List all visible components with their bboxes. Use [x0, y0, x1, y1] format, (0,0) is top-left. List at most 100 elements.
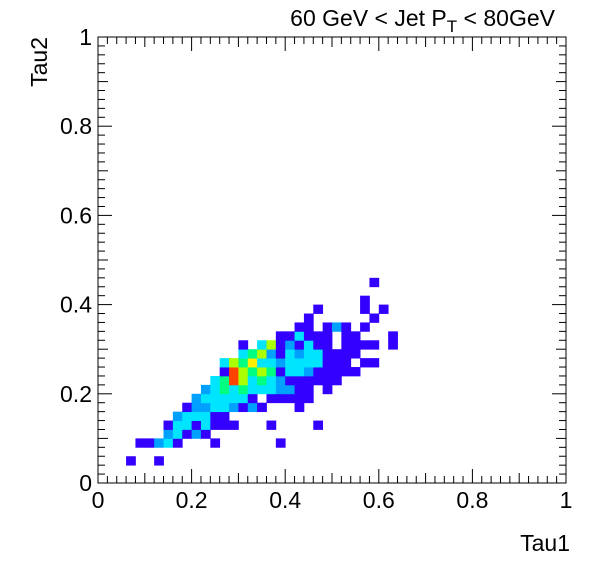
heatmap-cell	[210, 438, 221, 448]
heatmap-cell	[313, 331, 324, 341]
heatmap-cell	[266, 393, 277, 404]
heatmap-cell	[266, 375, 277, 386]
axis-tick-labels: 0 0.2 0.4 0.6 0.8 1 0 0.2 0.4 0.6 0.8 1	[60, 24, 572, 513]
heatmap-cell	[229, 420, 239, 430]
x-tick-label: 0.8	[456, 487, 488, 513]
x-tick-label: 0	[92, 487, 105, 513]
heatmap-cell	[200, 393, 211, 404]
heatmap-cell	[294, 349, 305, 359]
heatmap-cell	[247, 367, 258, 377]
heatmap-cell	[219, 420, 230, 430]
x-tick-label: 0.4	[269, 487, 301, 513]
heatmap-cell	[332, 358, 342, 368]
heatmap-cell	[313, 375, 324, 386]
heatmap-cell	[200, 384, 211, 395]
y-tick-label: 0	[79, 470, 92, 496]
heatmap-cell	[322, 331, 333, 341]
heatmap-cell	[275, 375, 286, 386]
y-tick-label: 0.4	[60, 292, 92, 318]
heatmap-cell	[229, 402, 239, 413]
heatmap-cell	[257, 402, 267, 413]
heatmap-cell	[275, 367, 286, 377]
heatmap-cell	[313, 304, 324, 314]
y-tick-label: 1	[79, 24, 92, 50]
heatmap-cell	[163, 429, 174, 439]
heatmap-cell	[210, 402, 221, 413]
heatmap-cell	[350, 349, 361, 359]
heatmap-cell	[303, 349, 314, 359]
heatmap-cell	[294, 402, 305, 413]
heatmap-cell	[275, 393, 286, 404]
heatmap-cell	[247, 402, 258, 413]
heatmap-cell	[369, 277, 380, 288]
heatmap-cell	[266, 340, 277, 350]
heatmap-cell	[154, 438, 164, 448]
heatmap-cell	[257, 367, 267, 377]
x-axis-title: Tau1	[520, 530, 570, 556]
heatmap-cell	[294, 340, 305, 350]
heatmap-cell	[360, 340, 370, 350]
heatmap-cell	[229, 367, 239, 377]
heatmap-cell	[341, 358, 352, 368]
heatmap-cell	[200, 429, 211, 439]
heatmap-cell	[360, 295, 370, 305]
heatmap-cell	[182, 411, 192, 421]
x-tick-label: 0.2	[176, 487, 208, 513]
heatmap-cell	[350, 367, 361, 377]
heatmap-cell	[322, 375, 333, 386]
heatmap-cell	[322, 358, 333, 368]
heatmap-cell	[275, 340, 286, 350]
heatmap-cell	[266, 384, 277, 395]
heatmap-cell	[303, 322, 314, 332]
heatmap-cell	[341, 322, 352, 332]
heatmap-cell	[126, 456, 136, 466]
heatmap-cell	[219, 358, 230, 368]
heatmap-cell	[172, 411, 183, 421]
heatmap-cell	[200, 402, 211, 413]
heatmap-cell	[275, 349, 286, 359]
heatmap-cell	[303, 375, 314, 386]
heatmap-cell	[172, 429, 183, 439]
heatmap-cell	[219, 402, 230, 413]
heatmap-cell	[303, 358, 314, 368]
heatmap-cell	[388, 340, 398, 350]
chart-title: 60 GeV < Jet PT < 80GeV	[290, 5, 555, 36]
heatmap-cell	[210, 393, 221, 404]
heatmap-cell	[388, 331, 398, 341]
heatmap-cell	[350, 331, 361, 341]
heatmap-cell	[247, 349, 258, 359]
heatmap-cell	[229, 358, 239, 368]
heatmap-cell	[247, 375, 258, 386]
heatmap-cell	[163, 420, 174, 430]
heatmap-cell	[332, 349, 342, 359]
heatmap-cell	[191, 402, 202, 413]
heatmap-cell	[172, 438, 183, 448]
heatmap-cell	[210, 411, 221, 421]
y-axis-title: Tau2	[26, 37, 52, 87]
heatmap-cell	[341, 331, 352, 341]
heatmap-cell	[238, 358, 249, 368]
heatmap-cell	[247, 384, 258, 395]
heatmap-cell	[191, 411, 202, 421]
y-tick-label: 0.8	[60, 113, 92, 139]
heatmap-cell	[210, 375, 221, 386]
x-tick-label: 0.6	[363, 487, 395, 513]
heatmap-cell	[313, 349, 324, 359]
heatmap-cell	[275, 358, 286, 368]
heatmap-cell	[229, 375, 239, 386]
heatmap-cell	[294, 393, 305, 404]
heatmap-cell	[238, 340, 249, 350]
heatmap-cell	[191, 420, 202, 430]
heatmap-cell	[238, 393, 249, 404]
heatmap-cell	[154, 456, 164, 466]
heatmap-cell	[219, 384, 230, 395]
heatmap-cell	[172, 420, 183, 430]
heatmap-cell	[266, 349, 277, 359]
heatmap-cell	[285, 358, 295, 368]
heatmap-cell	[144, 438, 155, 448]
heatmap-cell	[285, 331, 295, 341]
heatmap-cell	[369, 313, 380, 323]
heatmap-cell	[219, 375, 230, 386]
heatmap-cell	[285, 393, 295, 404]
